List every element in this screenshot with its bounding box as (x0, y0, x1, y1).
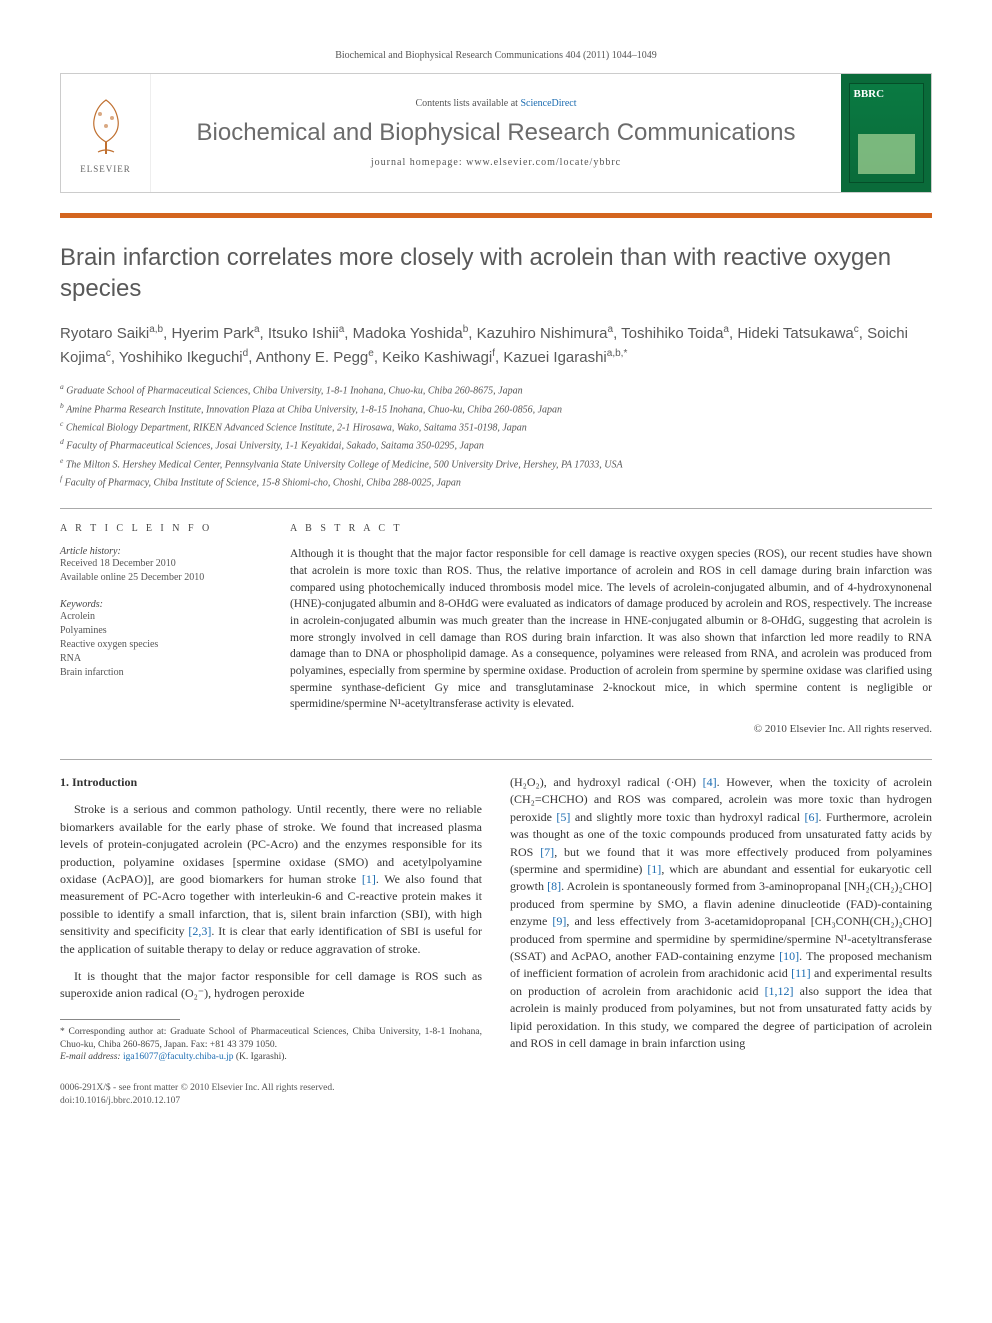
journal-name: Biochemical and Biophysical Research Com… (197, 119, 796, 147)
footer-doi: doi:10.1016/j.bbrc.2010.12.107 (60, 1095, 334, 1107)
author-list: Ryotaro Saikia,b, Hyerim Parka, Itsuko I… (60, 322, 932, 369)
abstract-text: Although it is thought that the major fa… (290, 546, 932, 713)
email-author-name: (K. Igarashi). (236, 1052, 287, 1062)
footnote-separator (60, 1019, 180, 1020)
abstract-copyright: © 2010 Elsevier Inc. All rights reserved… (290, 723, 932, 735)
divider (60, 508, 932, 509)
journal-cover-icon (849, 83, 924, 183)
available-date: Available online 25 December 2010 (60, 571, 260, 585)
homepage-line: journal homepage: www.elsevier.com/locat… (371, 157, 621, 168)
keyword-item: Reactive oxygen species (60, 638, 260, 652)
footnote-corresponding: * Corresponding author at: Graduate Scho… (60, 1026, 482, 1052)
affiliation-item: a Graduate School of Pharmaceutical Scie… (60, 381, 932, 398)
header-citation: Biochemical and Biophysical Research Com… (60, 50, 932, 61)
ref-link[interactable]: [7] (540, 845, 554, 859)
publisher-name: ELSEVIER (80, 164, 131, 174)
ref-link[interactable]: [4] (703, 775, 717, 789)
page-footer: 0006-291X/$ - see front matter © 2010 El… (60, 1082, 932, 1107)
elsevier-tree-icon (76, 92, 136, 162)
keyword-item: Acrolein (60, 610, 260, 624)
ref-link[interactable]: [9] (552, 914, 566, 928)
abstract-column: A B S T R A C T Although it is thought t… (290, 523, 932, 735)
sciencedirect-link[interactable]: ScienceDirect (520, 98, 576, 109)
ref-link[interactable]: [1] (647, 862, 661, 876)
divider (60, 759, 932, 760)
contents-prefix: Contents lists available at (415, 98, 520, 109)
body-paragraph: It is thought that the major factor resp… (60, 968, 482, 1003)
ref-link[interactable]: [8] (547, 879, 561, 893)
homepage-prefix: journal homepage: (371, 157, 466, 168)
article-title: Brain infarction correlates more closely… (60, 242, 932, 304)
journal-banner: ELSEVIER Contents lists available at Sci… (60, 73, 932, 193)
ref-link[interactable]: [11] (791, 966, 811, 980)
body-paragraph: Stroke is a serious and common pathology… (60, 801, 482, 958)
email-link[interactable]: iga16077@faculty.chiba-u.jp (123, 1052, 234, 1062)
cover-thumbnail-box (841, 74, 931, 192)
article-info-column: A R T I C L E I N F O Article history: R… (60, 523, 260, 735)
publisher-logo-box: ELSEVIER (61, 74, 151, 192)
affiliation-item: f Faculty of Pharmacy, Chiba Institute o… (60, 473, 932, 490)
email-label: E-mail address: (60, 1052, 121, 1062)
body-paragraph: (H₂O₂), and hydroxyl radical (·OH) [4]. … (510, 774, 932, 1052)
corresponding-author-footnote: * Corresponding author at: Graduate Scho… (60, 1026, 482, 1064)
keyword-item: Brain infarction (60, 666, 260, 680)
footer-issn: 0006-291X/$ - see front matter © 2010 El… (60, 1082, 334, 1094)
received-date: Received 18 December 2010 (60, 557, 260, 571)
keyword-item: Polyamines (60, 624, 260, 638)
affiliation-item: d Faculty of Pharmaceutical Sciences, Jo… (60, 436, 932, 453)
article-info-heading: A R T I C L E I N F O (60, 523, 260, 534)
ref-link[interactable]: [2,3] (188, 924, 211, 938)
contents-available-line: Contents lists available at ScienceDirec… (415, 98, 576, 109)
affiliations: a Graduate School of Pharmaceutical Scie… (60, 381, 932, 490)
affiliation-item: e The Milton S. Hershey Medical Center, … (60, 455, 932, 472)
section-heading-intro: 1. Introduction (60, 774, 482, 791)
ref-link[interactable]: [10] (779, 949, 799, 963)
abstract-heading: A B S T R A C T (290, 523, 932, 534)
affiliation-item: c Chemical Biology Department, RIKEN Adv… (60, 418, 932, 435)
ref-link[interactable]: [1,12] (765, 984, 794, 998)
ref-link[interactable]: [6] (805, 810, 819, 824)
ref-link[interactable]: [1] (362, 872, 376, 886)
affiliation-item: b Amine Pharma Research Institute, Innov… (60, 400, 932, 417)
keyword-item: RNA (60, 652, 260, 666)
keywords-label: Keywords: (60, 599, 260, 610)
history-label: Article history: (60, 546, 260, 557)
homepage-url[interactable]: www.elsevier.com/locate/ybbrc (466, 157, 621, 168)
accent-bar (60, 213, 932, 218)
body-columns: 1. Introduction Stroke is a serious and … (60, 774, 932, 1064)
ref-link[interactable]: [5] (556, 810, 570, 824)
